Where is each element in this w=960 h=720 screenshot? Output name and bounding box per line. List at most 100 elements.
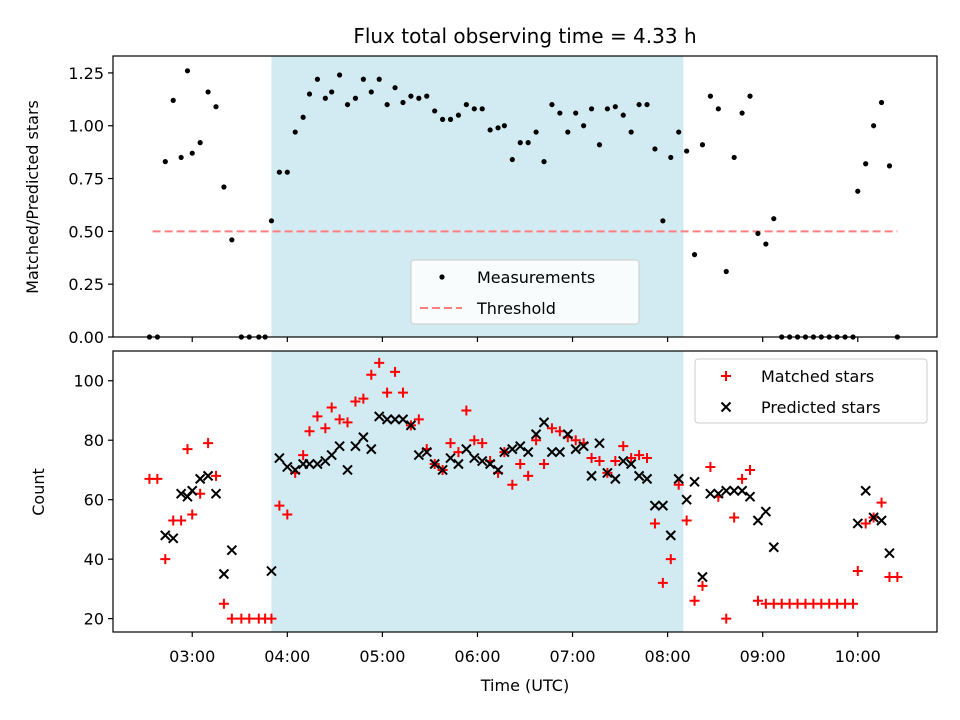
data-point (604, 106, 611, 112)
data-point (484, 458, 496, 470)
data-point (477, 455, 488, 467)
data-point (689, 476, 700, 488)
data-point (586, 470, 597, 482)
data-point (445, 452, 456, 464)
data-point (657, 577, 668, 588)
data-point (469, 452, 480, 464)
data-point (461, 443, 472, 455)
data-point (578, 440, 589, 452)
data-point (350, 440, 361, 452)
data-point (274, 452, 285, 464)
data-point (721, 485, 732, 496)
data-point (160, 554, 171, 565)
data-point (463, 101, 469, 108)
data-point (292, 129, 298, 135)
data-point (771, 216, 777, 222)
ratio-y-axis-label: Matched/Predicted stars (23, 100, 42, 294)
data-point (644, 101, 650, 108)
data-point (641, 473, 653, 485)
data-point (517, 140, 523, 146)
data-point (160, 530, 171, 541)
data-point (673, 479, 684, 490)
y-tick-label: 100 (73, 372, 104, 391)
data-point (689, 595, 700, 606)
data-point (515, 458, 526, 469)
data-point (642, 453, 653, 464)
data-point (596, 142, 603, 148)
data-point (570, 435, 581, 446)
data-point (886, 163, 893, 169)
data-point (197, 140, 203, 146)
legend-marker (720, 401, 732, 413)
data-point (549, 101, 555, 108)
data-point (618, 441, 629, 452)
data-point (416, 95, 422, 101)
data-point (539, 458, 550, 469)
data-point (634, 450, 645, 461)
data-point (855, 188, 861, 194)
x-tick-label: 05:00 (359, 647, 405, 666)
data-point (469, 435, 480, 446)
data-point (304, 426, 315, 437)
data-point (612, 104, 618, 110)
y-tick-label: 0.00 (68, 328, 104, 347)
data-point (284, 169, 290, 175)
y-tick-label: 1.00 (68, 117, 104, 136)
y-tick-label: 0.50 (68, 222, 104, 241)
data-point (652, 146, 658, 152)
panel-ratio: 0.00 0.25 0.50 0.75 1.00 1.25 Measurements Thre… (68, 55, 938, 347)
data-point (665, 530, 676, 541)
data-point (397, 414, 409, 425)
data-point (739, 110, 745, 116)
chart-title: Flux total observing time = 4.33 h (353, 24, 696, 48)
data-point (392, 85, 398, 91)
data-point (314, 76, 321, 82)
data-point (705, 461, 716, 472)
legend-marker (439, 274, 445, 280)
data-point (152, 473, 163, 484)
data-point (594, 437, 605, 449)
series-measurements (146, 68, 900, 340)
data-point (437, 464, 448, 476)
data-point (312, 411, 323, 422)
data-point (737, 473, 748, 484)
data-point (531, 435, 542, 446)
legend-label: Measurements (477, 268, 595, 287)
data-point (515, 440, 526, 452)
data-point (322, 95, 328, 101)
data-point (187, 485, 198, 496)
data-point (176, 515, 187, 526)
y-tick-label: 0.75 (68, 170, 104, 189)
data-point (226, 545, 238, 556)
y-tick-label: 80 (84, 431, 104, 450)
data-point (586, 453, 597, 464)
data-point (707, 93, 714, 99)
data-point (455, 112, 462, 118)
data-point (298, 450, 309, 461)
data-point (432, 108, 438, 114)
data-point (878, 99, 885, 106)
data-point (871, 123, 877, 129)
data-point (312, 458, 323, 470)
data-point (334, 440, 345, 452)
data-point (276, 169, 282, 175)
data-point (461, 405, 472, 416)
data-point (195, 488, 206, 499)
data-point (194, 473, 206, 485)
data-point (668, 154, 674, 161)
data-point (400, 99, 406, 106)
data-point (382, 387, 393, 398)
data-point (533, 129, 539, 135)
data-point (421, 446, 432, 458)
data-point (424, 93, 430, 99)
data-point (660, 218, 666, 224)
x-tick-label: 03:00 (169, 647, 215, 666)
data-point (892, 571, 903, 582)
data-point (565, 129, 571, 135)
data-point (282, 509, 293, 520)
data-point (189, 150, 195, 156)
data-point (628, 129, 634, 135)
data-point (760, 506, 772, 517)
data-point (358, 432, 369, 443)
data-point (744, 491, 756, 502)
